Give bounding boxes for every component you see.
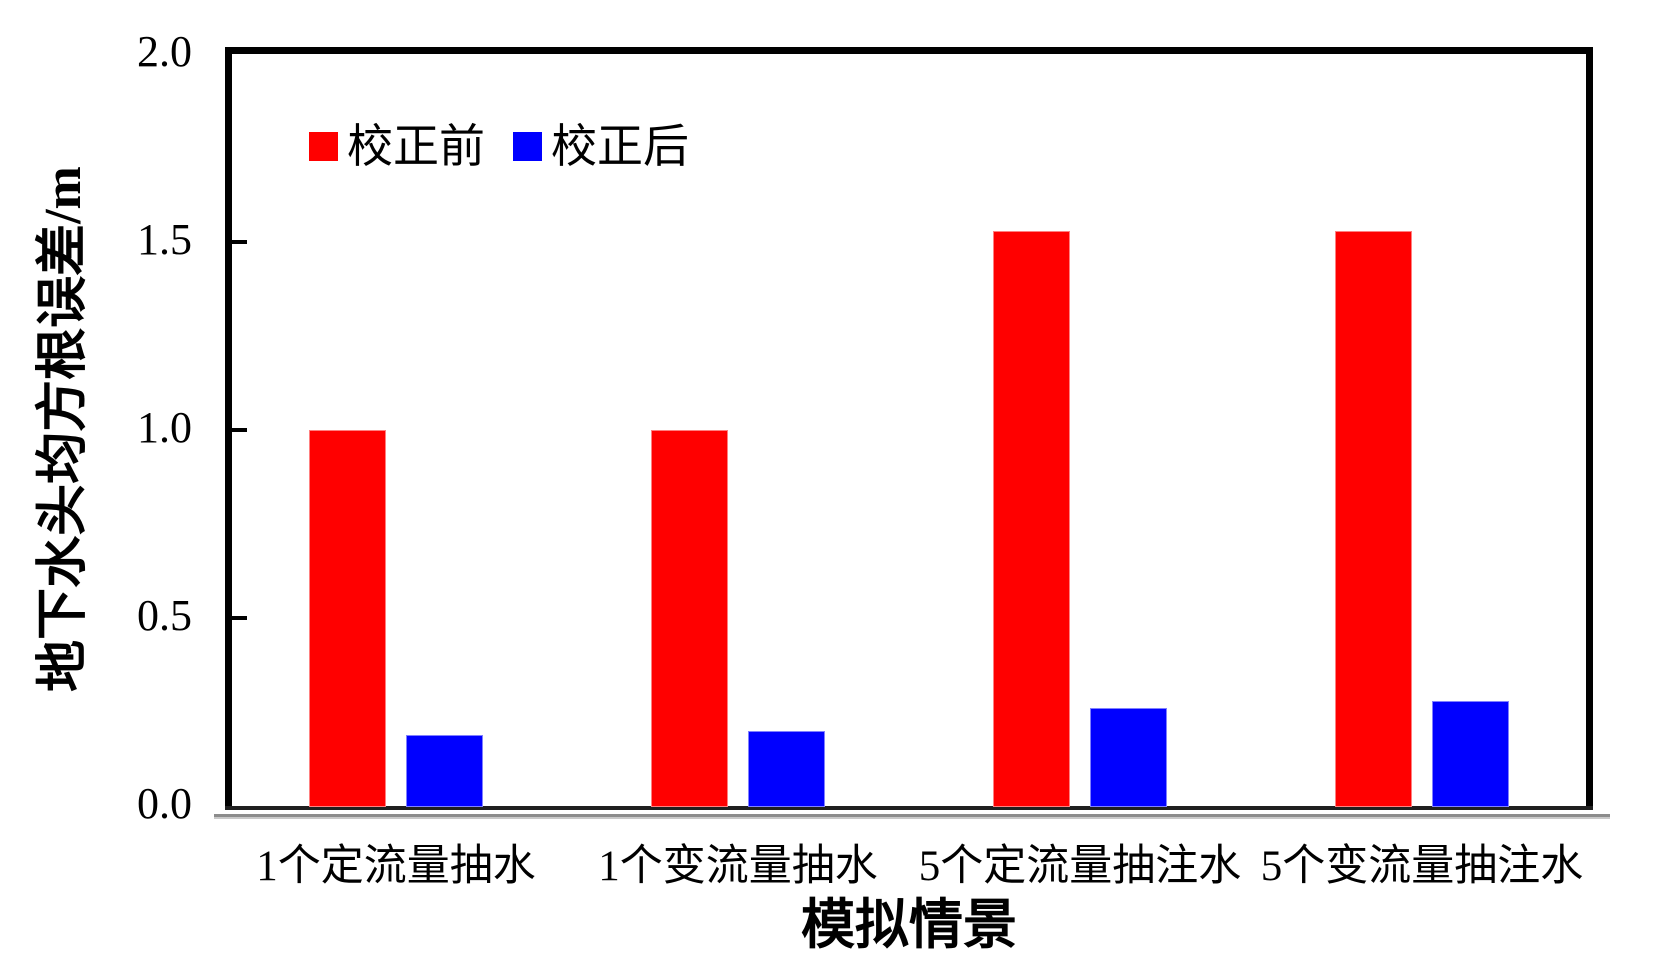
- x-axis-shadow-light: [214, 817, 1610, 819]
- legend-swatch-icon: [513, 132, 542, 161]
- y-tick-mark-1.5: [232, 240, 247, 244]
- legend-label: 校正前: [347, 121, 485, 172]
- bar-series1-cat3: [993, 230, 1070, 807]
- legend: 校正前 校正后: [309, 119, 689, 175]
- x-category-label-3: 5个定流量抽注水: [918, 843, 1242, 890]
- y-tick-mark-1.0: [232, 428, 247, 432]
- plot-area: 校正前 校正后: [225, 47, 1593, 810]
- bar-series1-cat1: [309, 430, 386, 807]
- bar-series2-cat1: [406, 734, 483, 807]
- x-axis-line: [225, 806, 1593, 810]
- y-tick-label-1.0: 1.0: [137, 403, 192, 452]
- plot-frame-top: [225, 47, 1593, 54]
- x-category-label-4: 5个变流量抽注水: [1260, 843, 1584, 890]
- bar-series2-cat4: [1432, 700, 1509, 807]
- bar-series2-cat2: [748, 730, 825, 807]
- y-tick-label-0.0: 0.0: [137, 779, 192, 828]
- legend-item-1: 校正前: [309, 119, 485, 175]
- y-tick-mark-0.5: [232, 616, 247, 620]
- bar-series2-cat3: [1090, 708, 1167, 807]
- x-category-label-1: 1个定流量抽水: [256, 843, 536, 890]
- x-axis-title: 模拟情景: [801, 895, 1017, 955]
- plot-frame-right: [1586, 47, 1593, 810]
- legend-item-2: 校正后: [513, 119, 689, 175]
- y-tick-label-0.5: 0.5: [137, 591, 192, 640]
- legend-swatch-icon: [309, 132, 338, 161]
- legend-label: 校正后: [551, 121, 689, 172]
- x-category-label-2: 1个变流量抽水: [598, 843, 878, 890]
- bar-series1-cat2: [651, 430, 728, 807]
- y-tick-label-1.5: 1.5: [137, 215, 192, 264]
- y-tick-label-2.0: 2.0: [137, 27, 192, 76]
- bar-series1-cat4: [1335, 230, 1412, 807]
- x-axis-shadow-dark: [214, 814, 1610, 817]
- y-axis-line: [225, 47, 232, 810]
